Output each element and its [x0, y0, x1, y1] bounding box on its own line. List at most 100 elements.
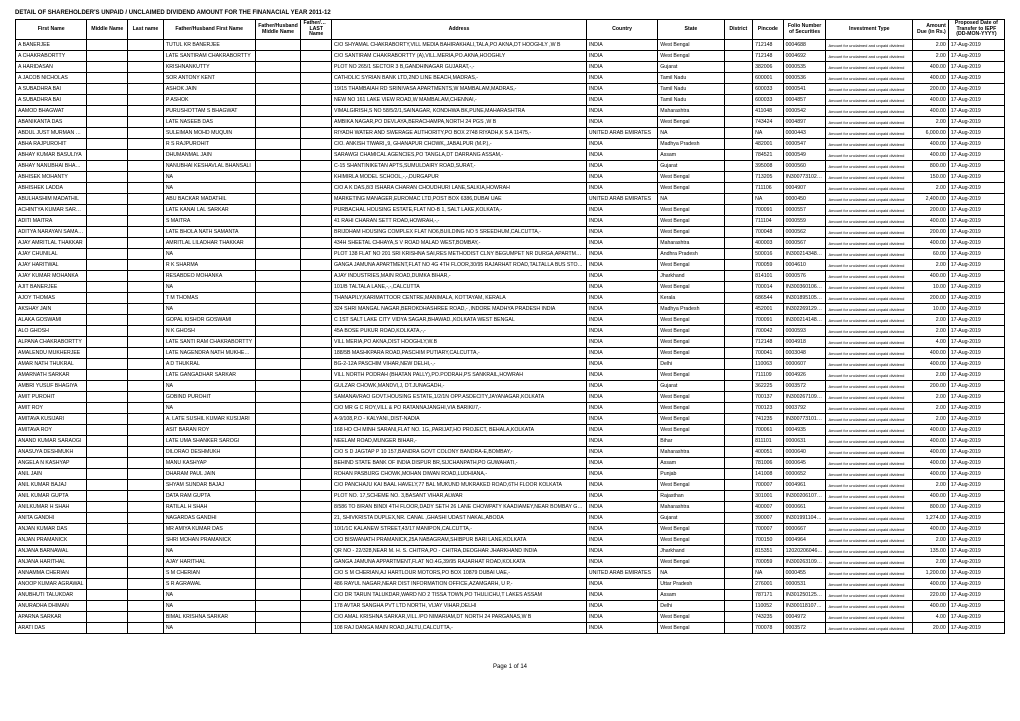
cell-invtype: Amount for unclaimed and unpaid dividend	[826, 425, 913, 436]
cell-state: West Bengal	[658, 117, 724, 128]
cell-fhlast	[301, 381, 332, 392]
table-row: AMALENDU MUKHERJEELATE NAGENDRA NATH MUK…	[16, 348, 1005, 359]
cell-address: 178 AVTAR SANGHA PVT LTD NORTH, VIJAY VI…	[332, 601, 587, 612]
cell-address: C-15 SHANTINIKETAN APTS,SUMULDAIRY ROAD,…	[332, 161, 587, 172]
cell-address: PLOT NO. 17,SCHEME NO. 3,BASANT VIHAR,AL…	[332, 491, 587, 502]
cell-amount: 2.00	[913, 370, 949, 381]
cell-first: ANJAN KUMAR DAS	[16, 524, 87, 535]
cell-last	[128, 370, 164, 381]
cell-invtype: Amount for unclaimed and unpaid dividend	[826, 348, 913, 359]
cell-address: C/O AMAL KRISHNA SARKAR,VILL /PO NIMARIA…	[332, 612, 587, 623]
table-row: APARNA SARKARBIMAL KRISHNA SARKARC/O AMA…	[16, 612, 1005, 623]
cell-address: C/O MR G C ROY,VILL & PO RATANNAJANGHI,V…	[332, 403, 587, 414]
cell-folio: 0000559	[783, 216, 826, 227]
cell-middle	[87, 227, 128, 238]
table-row: AMIT ROYNAC/O MR G C ROY,VILL & PO RATAN…	[16, 403, 1005, 414]
cell-district	[724, 480, 753, 491]
cell-last	[128, 447, 164, 458]
cell-last	[128, 436, 164, 447]
h-fhmiddle: Father/Husband Middle Name	[255, 20, 301, 40]
cell-state: West Bengal	[658, 227, 724, 238]
cell-amount: 2.00	[913, 51, 949, 62]
cell-invtype: Amount for unclaimed and unpaid dividend	[826, 623, 913, 634]
table-row: ADITI MAITRAS MAITRA41 RAHI CHARAN SETT …	[16, 216, 1005, 227]
cell-middle	[87, 447, 128, 458]
cell-fhmiddle	[255, 84, 301, 95]
cell-middle	[87, 84, 128, 95]
cell-amount: 6,000.00	[913, 128, 949, 139]
cell-middle	[87, 62, 128, 73]
cell-fhlast	[301, 73, 332, 84]
cell-date: 17-Aug-2019	[948, 348, 1004, 359]
cell-folio: 0000450	[783, 194, 826, 205]
cell-fhmiddle	[255, 348, 301, 359]
cell-invtype: Amount for unclaimed and unpaid dividend	[826, 139, 913, 150]
cell-district	[724, 623, 753, 634]
cell-date: 17-Aug-2019	[948, 370, 1004, 381]
cell-folio: IN30226912908531	[783, 304, 826, 315]
table-row: ANJANA HARITHALAJAY HARITHALGANGA JAMUNA…	[16, 557, 1005, 568]
cell-father: R K SHARMA	[163, 260, 255, 271]
cell-fhlast	[301, 491, 332, 502]
cell-pincode: 301001	[753, 491, 784, 502]
cell-folio: 0000557	[783, 205, 826, 216]
table-row: A BANERJEETUTUL KR BANERJEEC/O SHYAMAL C…	[16, 40, 1005, 51]
cell-state: West Bengal	[658, 337, 724, 348]
cell-date: 17-Aug-2019	[948, 205, 1004, 216]
cell-last	[128, 480, 164, 491]
cell-last	[128, 238, 164, 249]
cell-fhlast	[301, 183, 332, 194]
cell-amount: 400.00	[913, 73, 949, 84]
cell-date: 17-Aug-2019	[948, 524, 1004, 535]
cell-folio: 0000567	[783, 238, 826, 249]
cell-state: West Bengal	[658, 40, 724, 51]
cell-country: INDIA	[586, 403, 657, 414]
cell-country: INDIA	[586, 590, 657, 601]
cell-amount: 200.00	[913, 381, 949, 392]
cell-pincode: 700078	[753, 623, 784, 634]
h-invtype: Investment Type	[826, 20, 913, 40]
cell-fhlast	[301, 238, 332, 249]
cell-fhlast	[301, 51, 332, 62]
cell-last	[128, 216, 164, 227]
cell-country: INDIA	[586, 95, 657, 106]
cell-district	[724, 491, 753, 502]
cell-last	[128, 568, 164, 579]
cell-district	[724, 546, 753, 557]
cell-invtype: Amount for unclaimed and unpaid dividend	[826, 414, 913, 425]
cell-fhlast	[301, 414, 332, 425]
cell-father: NA	[163, 546, 255, 557]
cell-middle	[87, 381, 128, 392]
table-row: ANUBHUTI TALUKDARNAC/O DR TARUN TALUKDAR…	[16, 590, 1005, 601]
cell-first: ANURADHA DHIMAN	[16, 601, 87, 612]
cell-middle	[87, 458, 128, 469]
cell-amount: 10.00	[913, 304, 949, 315]
cell-fhmiddle	[255, 337, 301, 348]
cell-country: INDIA	[586, 370, 657, 381]
cell-fhlast	[301, 480, 332, 491]
cell-country: INDIA	[586, 227, 657, 238]
cell-last	[128, 150, 164, 161]
cell-pincode: 141008	[753, 469, 784, 480]
cell-fhmiddle	[255, 326, 301, 337]
cell-last	[128, 359, 164, 370]
table-row: AMAR NATH THUKRALA D THUKRALBG-2-12A PAS…	[16, 359, 1005, 370]
cell-date: 17-Aug-2019	[948, 469, 1004, 480]
cell-district	[724, 150, 753, 161]
cell-country: INDIA	[586, 139, 657, 150]
cell-fhmiddle	[255, 106, 301, 117]
cell-last	[128, 62, 164, 73]
cell-fhlast	[301, 150, 332, 161]
cell-invtype: Amount for unclaimed and unpaid dividend	[826, 84, 913, 95]
cell-first: AMAR NATH THUKRAL	[16, 359, 87, 370]
cell-date: 17-Aug-2019	[948, 491, 1004, 502]
cell-last	[128, 117, 164, 128]
cell-father: NA	[163, 623, 255, 634]
cell-fhmiddle	[255, 546, 301, 557]
cell-amount: 2.00	[913, 414, 949, 425]
cell-last	[128, 315, 164, 326]
cell-father: DATA RAM GUPTA	[163, 491, 255, 502]
cell-folio: IN30189510518986	[783, 293, 826, 304]
cell-pincode: 110063	[753, 359, 784, 370]
cell-address: QR NO - 22/328,NEAR M. H. S. CHITRA,PO -…	[332, 546, 587, 557]
